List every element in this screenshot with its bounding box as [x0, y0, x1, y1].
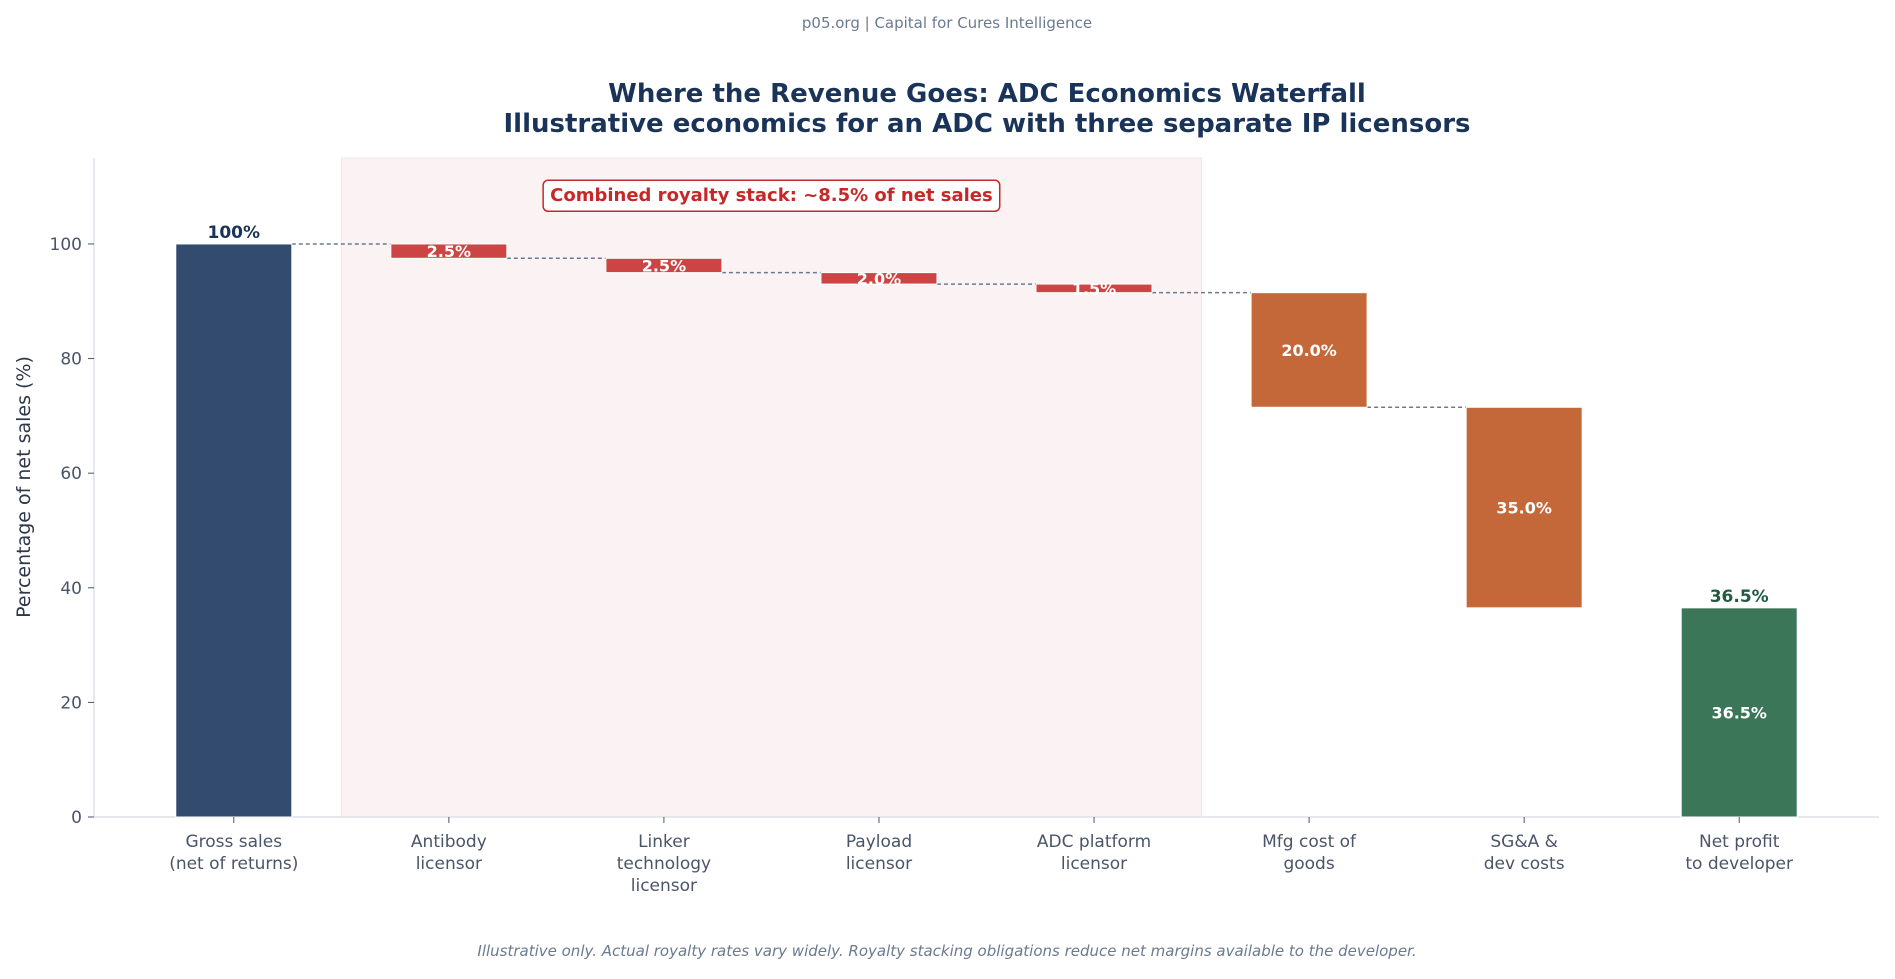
x-tick-label: Mfg cost of	[1262, 832, 1357, 852]
bar-value-label: 1.5%	[1072, 279, 1116, 298]
x-tick-label: dev costs	[1484, 854, 1565, 874]
bar-total-label: 100%	[208, 223, 261, 243]
x-tick-label: licensor	[631, 876, 697, 896]
y-axis-label: Percentage of net sales (%)	[13, 356, 35, 618]
chart-title: Where the Revenue Goes: ADC Economics Wa…	[608, 79, 1366, 109]
royalty-stack-annotation: Combined royalty stack: ~8.5% of net sal…	[550, 185, 993, 206]
bar-royalty	[1035, 283, 1153, 294]
x-tick-label: (net of returns)	[169, 854, 298, 874]
y-tick-label: 80	[60, 350, 82, 370]
bar-value-label: 2.5%	[427, 242, 471, 261]
x-tick-label: licensor	[846, 854, 912, 874]
x-tick-label: licensor	[416, 854, 482, 874]
bar-total	[175, 243, 293, 818]
x-tick-label: SG&A &	[1490, 832, 1558, 852]
watermark: p05.org | Capital for Cures Intelligence	[802, 14, 1092, 32]
y-tick-label: 100	[50, 235, 82, 255]
y-tick-label: 20	[60, 693, 82, 713]
bar-total-label: 36.5%	[1710, 587, 1769, 607]
bar-royalty	[605, 257, 723, 274]
x-tick-label: goods	[1283, 854, 1334, 874]
royalty-shaded-region	[340, 157, 1203, 818]
x-tick-label: Net profit	[1699, 832, 1780, 852]
x-tick-label: Antibody	[411, 832, 487, 852]
x-tick-label: licensor	[1061, 854, 1127, 874]
footer-note: Illustrative only. Actual royalty rates …	[477, 942, 1416, 960]
x-tick-label: technology	[617, 854, 711, 874]
bar-royalty	[390, 243, 508, 259]
y-tick-label: 60	[60, 464, 82, 484]
x-tick-label: Payload	[846, 832, 912, 852]
bar-value-label: 2.0%	[857, 269, 901, 288]
bar-cost	[1465, 406, 1583, 609]
bar-value-label: 2.5%	[642, 256, 686, 275]
y-tick-label: 40	[60, 579, 82, 599]
y-tick-label: 0	[71, 808, 82, 828]
bar-value-label: 35.0%	[1496, 499, 1552, 518]
bar-royalty	[820, 272, 938, 285]
x-tick-label: Linker	[638, 832, 690, 852]
annotation-box	[542, 179, 1001, 212]
x-tick-label: to developer	[1685, 854, 1793, 874]
bar-value-label: 36.5%	[1711, 703, 1767, 722]
bar-value-label: 20.0%	[1281, 341, 1337, 360]
chart-subtitle: Illustrative economics for an ADC with t…	[503, 109, 1470, 139]
bar-net	[1680, 607, 1798, 818]
x-tick-label: Gross sales	[185, 832, 282, 852]
bar-cost	[1250, 292, 1368, 408]
x-tick-label: ADC platform	[1037, 832, 1151, 852]
